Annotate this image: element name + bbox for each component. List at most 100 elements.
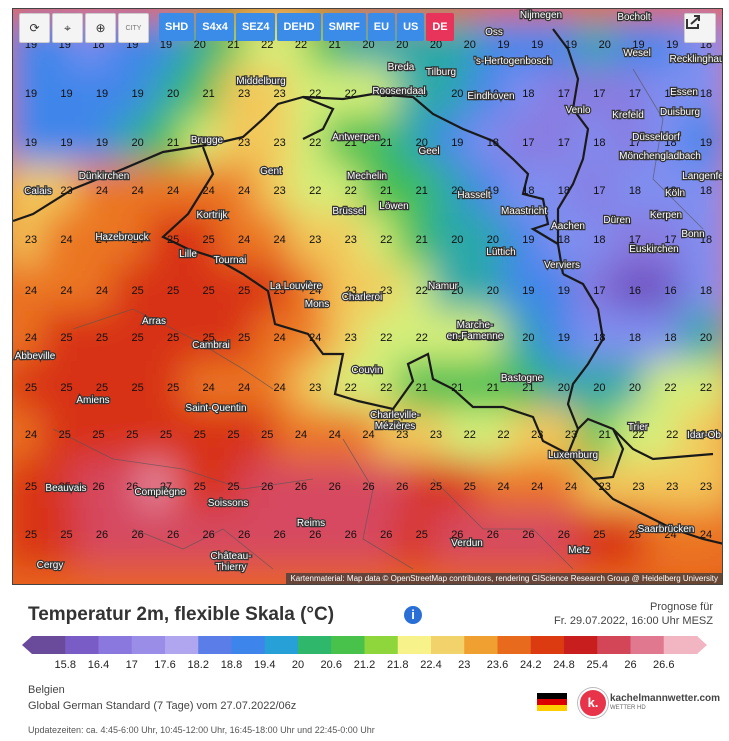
temperature-value: 25 <box>593 529 605 541</box>
temperature-value: 19 <box>487 88 499 100</box>
temperature-value: 21 <box>522 382 534 394</box>
temperature-value: 22 <box>345 185 357 197</box>
temperature-value: 19 <box>25 88 37 100</box>
map-title: Temperatur 2m, flexible Skala (°C) <box>28 604 335 625</box>
refresh-button[interactable]: ⟳ <box>19 13 50 43</box>
temperature-value: 27 <box>160 481 172 493</box>
temperature-value: 23 <box>396 429 408 441</box>
temperature-value: 17 <box>558 137 570 149</box>
temperature-value: 22 <box>309 185 321 197</box>
model-button-s4x4[interactable]: S4x4 <box>196 13 234 41</box>
temperature-value: 19 <box>558 332 570 344</box>
scale-label: 20 <box>291 659 305 671</box>
temperature-value: 23 <box>632 481 644 493</box>
temperature-value: 20 <box>194 39 206 51</box>
temperature-value: 18 <box>664 88 676 100</box>
temperature-value: 20 <box>522 332 534 344</box>
temperature-value: 26 <box>96 529 108 541</box>
temperature-value: 24 <box>25 285 37 297</box>
temperature-value: 20 <box>131 137 143 149</box>
zoom-button[interactable]: ⊕ <box>85 13 116 43</box>
temperature-value: 19 <box>487 185 499 197</box>
model-button-dehd[interactable]: DEHD <box>277 13 321 41</box>
temperature-value: 22 <box>203 137 215 149</box>
scale-label: 15.8 <box>54 659 76 671</box>
model-button-eu[interactable]: EU <box>367 13 396 41</box>
temperature-value: 19 <box>632 39 644 51</box>
model-button-sez4[interactable]: SEZ4 <box>235 13 276 41</box>
city-label: Idar-Ob <box>687 430 721 441</box>
temperature-value: 19 <box>160 39 172 51</box>
city-label: Bocholt <box>617 12 651 23</box>
brand-name[interactable]: kachelmannwetter.com <box>610 693 721 704</box>
scale-label: 24.2 <box>520 659 542 671</box>
temperature-value: 18 <box>664 137 676 149</box>
temperature-value: 19 <box>522 285 534 297</box>
temperature-value: 24 <box>131 234 143 246</box>
temperature-value: 21 <box>451 382 463 394</box>
temperature-value: 22 <box>380 332 392 344</box>
temperature-value: 22 <box>664 382 676 394</box>
temperature-value: 26 <box>131 529 143 541</box>
temperature-value: 25 <box>131 382 143 394</box>
temperature-value: 18 <box>593 234 605 246</box>
city-label: Metz <box>568 545 590 556</box>
temperature-value: 22 <box>261 39 273 51</box>
temperature-value: 20 <box>451 234 463 246</box>
temperature-value: 20 <box>416 137 428 149</box>
temperature-map[interactable]: 19 19 18 19 19 20 21 22 22 21 20 20 20 20 19 19 19 20 19 19… <box>12 8 723 585</box>
city-button[interactable]: CITY <box>118 13 149 43</box>
temperature-value: 25 <box>92 429 104 441</box>
temperature-value: 24 <box>131 185 143 197</box>
model-button-smrf[interactable]: SMRF <box>322 13 366 41</box>
temperature-value: 26 <box>329 481 341 493</box>
temperature-value: 24 <box>309 285 321 297</box>
temperature-value: 24 <box>565 481 577 493</box>
temperature-value: 20 <box>416 88 428 100</box>
temperature-value: 25 <box>96 382 108 394</box>
city-label: Breda <box>388 62 415 73</box>
temperature-value: 25 <box>59 429 71 441</box>
temperature-value: 25 <box>416 529 428 541</box>
temperature-value: 18 <box>700 88 712 100</box>
temperature-value: 26 <box>92 481 104 493</box>
city-label: Bonn <box>681 229 704 240</box>
temperature-value: 22 <box>632 429 644 441</box>
temperature-value: 24 <box>362 429 374 441</box>
temperature-value: 18 <box>700 185 712 197</box>
temperature-value: 24 <box>25 332 37 344</box>
temperature-value: 18 <box>593 137 605 149</box>
coastline <box>13 95 335 223</box>
map-credit: Kartenmaterial: Map data © OpenStreetMap… <box>286 573 722 584</box>
city-label: Mechelin <box>347 171 387 182</box>
temperature-value: 23 <box>238 88 250 100</box>
temperature-value: 21 <box>487 382 499 394</box>
scale-label: 20.6 <box>320 659 342 671</box>
temperature-value: 23 <box>25 234 37 246</box>
temperature-value: 23 <box>380 285 392 297</box>
info-icon[interactable]: i <box>404 606 422 624</box>
share-button[interactable] <box>684 13 716 43</box>
temperature-value: 23 <box>700 481 712 493</box>
temperature-value: 26 <box>362 481 374 493</box>
model-button-us[interactable]: US <box>397 13 425 41</box>
model-button-shd[interactable]: SHD <box>159 13 195 41</box>
temperature-value: 24 <box>203 382 215 394</box>
temperature-value: 25 <box>25 382 37 394</box>
city-label: Middelburg <box>236 76 285 87</box>
temperature-values: 19 19 18 19 19 20 21 22 22 21 20 20 20 20 19 19 19 20 19 19… <box>25 39 712 541</box>
location-button[interactable]: ⌖ <box>52 13 83 43</box>
temperature-value: 24 <box>238 185 250 197</box>
temperature-value: 24 <box>60 234 72 246</box>
temperature-value: 22 <box>309 137 321 149</box>
scale-swatch <box>564 636 598 654</box>
city-label: Löwen <box>379 201 408 212</box>
model-button-de[interactable]: DE <box>426 13 454 41</box>
temperature-value: 23 <box>60 185 72 197</box>
temperature-value: 21 <box>380 185 392 197</box>
city-label: Kortrijk <box>196 210 228 221</box>
german-flag-icon <box>537 693 567 711</box>
temperature-value: 22 <box>700 382 712 394</box>
temperature-value: 24 <box>203 185 215 197</box>
brand-logo-icon[interactable]: k. <box>578 688 608 718</box>
